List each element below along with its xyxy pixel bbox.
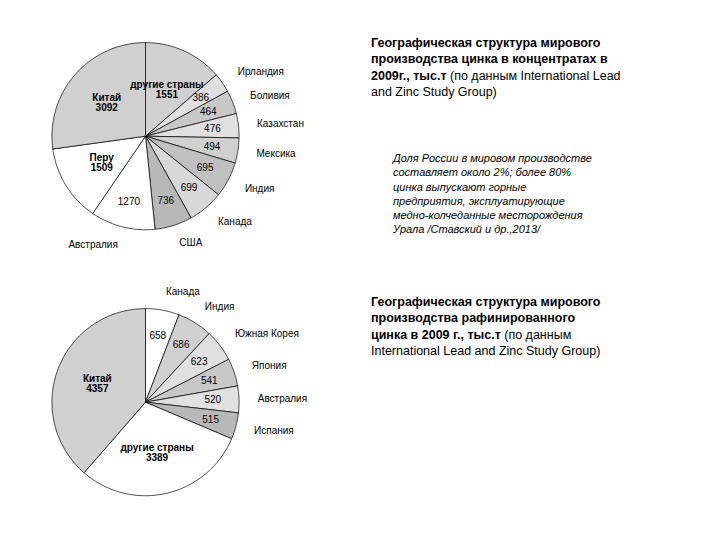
html-text:Географическая структура миров: Географическая структура мирового произв… <box>371 36 621 99</box>
svg-text:Канада: Канада <box>218 216 252 227</box>
svg-text:Китай4357: Китай4357 <box>83 373 112 394</box>
svg-text:464: 464 <box>200 106 217 117</box>
svg-text:Казахстан: Казахстан <box>257 118 304 129</box>
html-text:другие страны: другие страны <box>130 78 204 90</box>
html-text:Географическая структура миров: Географическая структура мирового произв… <box>371 295 601 358</box>
svg-text:другие страны3389: другие страны3389 <box>120 442 193 463</box>
svg-text:Индия: Индия <box>245 183 275 194</box>
svg-text:1270: 1270 <box>118 196 141 207</box>
svg-text:520: 520 <box>204 394 221 405</box>
svg-text:Южная Корея: Южная Корея <box>235 328 299 339</box>
svg-text:Австралия: Австралия <box>68 239 117 250</box>
svg-text:Мексика: Мексика <box>256 148 296 159</box>
svg-text:476: 476 <box>204 123 221 134</box>
svg-text:Австралия: Австралия <box>258 393 307 404</box>
svg-text:США: США <box>179 237 202 248</box>
svg-text:Боливия: Боливия <box>250 90 290 101</box>
svg-text:686: 686 <box>173 339 190 350</box>
svg-text:Китай3092: Китай3092 <box>92 92 121 113</box>
svg-text:515: 515 <box>202 414 219 425</box>
svg-text:695: 695 <box>197 162 214 173</box>
svg-text:Перу1509: Перу1509 <box>90 152 115 173</box>
svg-text:Ирландия: Ирландия <box>238 66 284 77</box>
svg-text:Индия: Индия <box>205 301 235 312</box>
svg-text:699: 699 <box>181 182 198 193</box>
svg-text:Япония: Япония <box>252 360 287 371</box>
svg-text:Испания: Испания <box>254 425 294 436</box>
svg-text:623: 623 <box>191 356 208 367</box>
svg-text:541: 541 <box>201 375 218 386</box>
html-text:1551: 1551 <box>155 88 178 100</box>
html-text:Доля России в мировом производ: Доля России в мировом производстве соста… <box>393 152 592 236</box>
svg-text:658: 658 <box>149 330 166 341</box>
svg-text:386: 386 <box>192 92 209 103</box>
svg-text:494: 494 <box>204 141 221 152</box>
svg-text:736: 736 <box>157 195 174 206</box>
svg-text:Канада: Канада <box>166 286 200 297</box>
